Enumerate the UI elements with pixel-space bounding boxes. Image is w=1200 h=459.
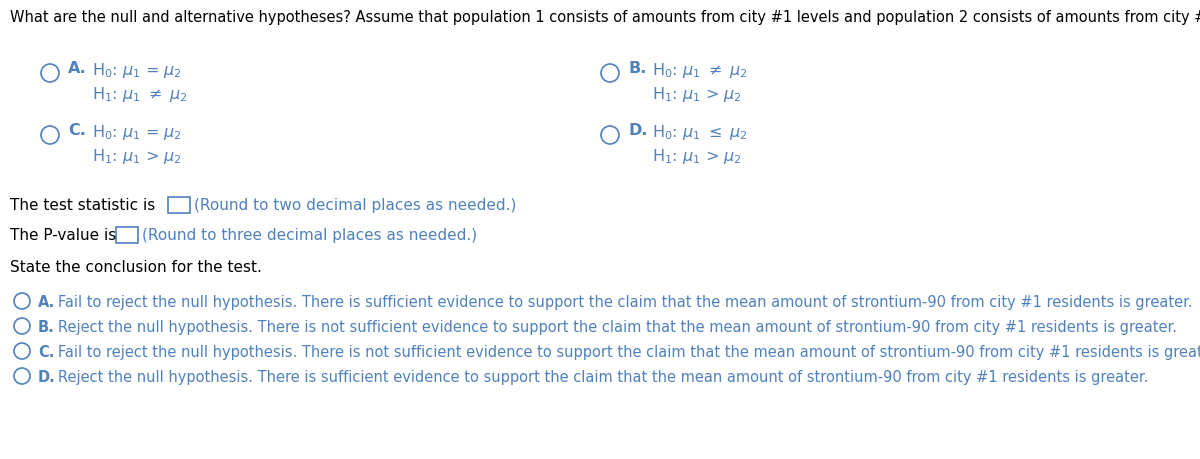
Text: H$_1$: $\mu_1$ > $\mu_2$: H$_1$: $\mu_1$ > $\mu_2$ xyxy=(652,85,742,104)
FancyBboxPatch shape xyxy=(116,227,138,243)
Text: Reject the null hypothesis. There is sufficient evidence to support the claim th: Reject the null hypothesis. There is suf… xyxy=(58,370,1148,385)
Text: H$_0$: $\mu_1$ $\neq$ $\mu_2$: H$_0$: $\mu_1$ $\neq$ $\mu_2$ xyxy=(652,61,748,80)
Text: Fail to reject the null hypothesis. There is not sufficient evidence to support : Fail to reject the null hypothesis. Ther… xyxy=(58,345,1200,360)
Text: H$_0$: $\mu_1$ $\leq$ $\mu_2$: H$_0$: $\mu_1$ $\leq$ $\mu_2$ xyxy=(652,123,748,142)
Text: The P-value is: The P-value is xyxy=(10,228,121,243)
Text: Fail to reject the null hypothesis. There is sufficient evidence to support the : Fail to reject the null hypothesis. Ther… xyxy=(58,295,1193,310)
Text: State the conclusion for the test.: State the conclusion for the test. xyxy=(10,260,262,275)
Text: H$_1$: $\mu_1$ > $\mu_2$: H$_1$: $\mu_1$ > $\mu_2$ xyxy=(92,147,181,166)
Text: A.: A. xyxy=(38,295,55,310)
Text: (Round to three decimal places as needed.): (Round to three decimal places as needed… xyxy=(142,228,478,243)
Text: D.: D. xyxy=(38,370,55,385)
Text: H$_1$: $\mu_1$ > $\mu_2$: H$_1$: $\mu_1$ > $\mu_2$ xyxy=(652,147,742,166)
Text: D.: D. xyxy=(628,123,648,138)
FancyBboxPatch shape xyxy=(168,197,190,213)
Text: Reject the null hypothesis. There is not sufficient evidence to support the clai: Reject the null hypothesis. There is not… xyxy=(58,320,1177,335)
Text: A.: A. xyxy=(68,61,86,76)
Text: C.: C. xyxy=(38,345,54,360)
Text: (Round to two decimal places as needed.): (Round to two decimal places as needed.) xyxy=(194,198,516,213)
Text: What are the null and alternative hypotheses? Assume that population 1 consists : What are the null and alternative hypoth… xyxy=(10,10,1200,25)
Text: H$_1$: $\mu_1$ $\neq$ $\mu_2$: H$_1$: $\mu_1$ $\neq$ $\mu_2$ xyxy=(92,85,188,104)
Text: B.: B. xyxy=(628,61,647,76)
Text: H$_0$: $\mu_1$ = $\mu_2$: H$_0$: $\mu_1$ = $\mu_2$ xyxy=(92,123,181,142)
Text: C.: C. xyxy=(68,123,86,138)
Text: H$_0$: $\mu_1$ = $\mu_2$: H$_0$: $\mu_1$ = $\mu_2$ xyxy=(92,61,181,80)
Text: The test statistic is: The test statistic is xyxy=(10,198,160,213)
Text: B.: B. xyxy=(38,320,55,335)
